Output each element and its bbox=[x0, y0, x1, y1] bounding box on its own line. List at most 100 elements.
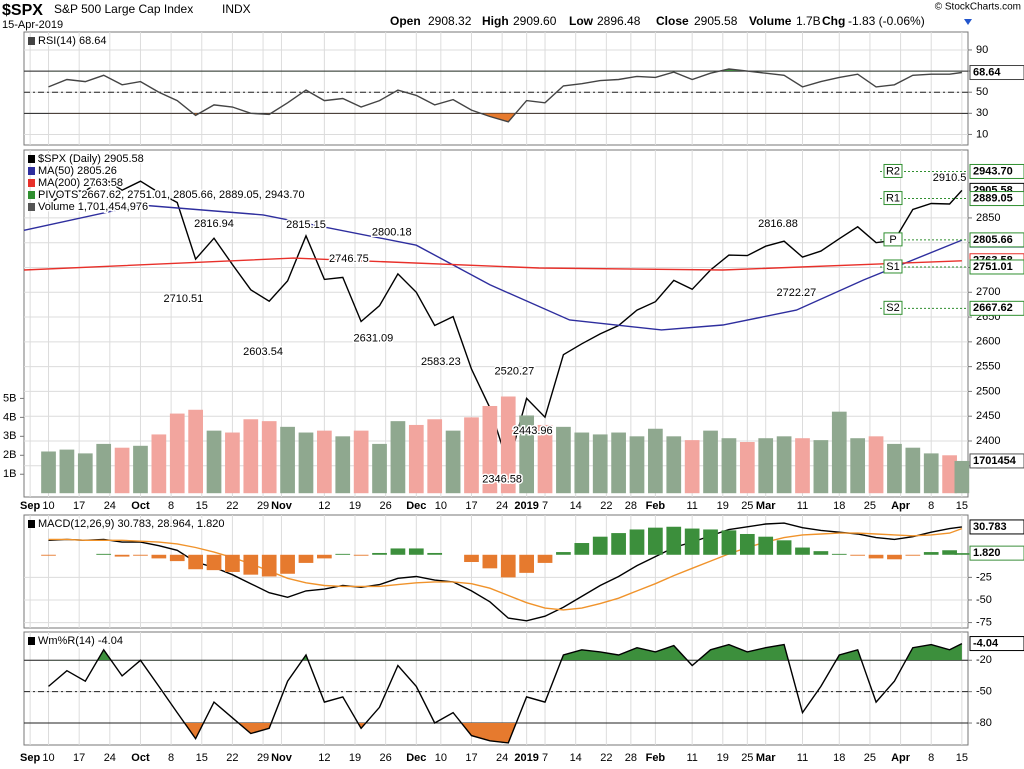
threshold-fill bbox=[48, 643, 962, 661]
pivot-name: S2 bbox=[886, 302, 899, 314]
x-tick-label: 25 bbox=[741, 500, 753, 512]
last-value-box bbox=[969, 259, 1024, 275]
x-tick-label: Dec bbox=[406, 500, 426, 512]
last-value-label: 1.820 bbox=[973, 547, 1001, 559]
volume-bar bbox=[556, 426, 571, 494]
pivot-name: S1 bbox=[886, 261, 899, 273]
histogram-bar bbox=[850, 554, 866, 556]
volume-bar bbox=[353, 430, 369, 494]
x-tick-label: 18 bbox=[833, 752, 845, 764]
last-value-box bbox=[969, 300, 1024, 316]
x-tick-label: 10 bbox=[435, 752, 447, 764]
x-tick-label: 17 bbox=[73, 752, 85, 764]
y-tick-label: 2700 bbox=[976, 286, 1000, 298]
volume-bar bbox=[942, 455, 957, 494]
quote-label: Open bbox=[390, 14, 421, 28]
histogram-bar bbox=[721, 530, 737, 555]
legend-label: RSI(14) 68.64 bbox=[38, 35, 106, 47]
x-tick-label: 11 bbox=[686, 752, 697, 764]
x-tick-label: 15 bbox=[196, 752, 208, 764]
x-tick-label: 25 bbox=[864, 752, 876, 764]
y-tick-label: 2450 bbox=[976, 410, 1000, 422]
last-value-box bbox=[969, 636, 1024, 652]
x-tick-label: 10 bbox=[42, 500, 54, 512]
histogram-bar bbox=[556, 552, 571, 555]
histogram-bar bbox=[519, 554, 535, 573]
histogram-bar bbox=[133, 554, 148, 556]
volume-bar bbox=[390, 421, 406, 494]
x-tick-label: Apr bbox=[891, 500, 911, 512]
last-value-label: 2805.66 bbox=[973, 234, 1013, 246]
quote-label: High bbox=[482, 14, 509, 28]
quote-label: Low bbox=[569, 14, 594, 28]
histogram-bar bbox=[684, 528, 700, 555]
y-tick-label: 2850 bbox=[976, 212, 1000, 224]
histogram-bar bbox=[317, 554, 332, 559]
histogram-bar bbox=[776, 540, 792, 555]
volume-bar bbox=[795, 438, 810, 494]
x-tick-label: 29 bbox=[257, 752, 269, 764]
x-tick-label: 17 bbox=[73, 500, 85, 512]
x-tick-label: 8 bbox=[168, 752, 174, 764]
histogram-bar bbox=[482, 554, 498, 569]
volume-bar bbox=[225, 432, 240, 494]
histogram-bar bbox=[648, 527, 663, 555]
x-tick-label: 26 bbox=[380, 752, 392, 764]
histogram-bar bbox=[335, 553, 351, 555]
volume-bar bbox=[243, 419, 259, 494]
y2-tick-label: 5B bbox=[3, 392, 16, 404]
y-tick-label: -25 bbox=[976, 571, 992, 583]
histogram-bar bbox=[464, 554, 479, 563]
volume-bar bbox=[592, 434, 608, 494]
x-tick-label: Dec bbox=[406, 752, 426, 764]
histogram-bar bbox=[390, 548, 406, 555]
quote-label: Volume bbox=[749, 14, 792, 28]
x-tick-label: 14 bbox=[570, 752, 582, 764]
x-tick-label: 8 bbox=[928, 752, 934, 764]
x-tick-label: 7 bbox=[542, 752, 548, 764]
legend-label: MA(50) 2805.26 bbox=[38, 165, 117, 177]
volume-bar bbox=[666, 436, 682, 494]
volume-bar bbox=[188, 409, 203, 494]
last-value-label: 2943.70 bbox=[973, 165, 1013, 177]
histogram-bar bbox=[151, 554, 167, 559]
y2-tick-label: 4B bbox=[3, 411, 16, 423]
last-value-box bbox=[969, 519, 1024, 535]
volume-bar bbox=[954, 460, 970, 494]
volume-bar bbox=[500, 396, 516, 494]
histogram-bar bbox=[739, 533, 755, 555]
legend-swatch bbox=[28, 203, 35, 211]
volume-bar bbox=[41, 451, 56, 494]
x-tick-label: 19 bbox=[349, 752, 361, 764]
legend-swatch bbox=[28, 167, 35, 175]
y-tick-label: 50 bbox=[976, 86, 988, 98]
histogram-bar bbox=[905, 554, 921, 556]
x-tick-label: 22 bbox=[226, 500, 238, 512]
series-line bbox=[23, 204, 963, 331]
histogram-bar bbox=[298, 554, 314, 563]
legend-swatch bbox=[28, 191, 35, 199]
volume-bar bbox=[629, 436, 645, 494]
x-tick-label: Oct bbox=[131, 752, 150, 764]
volume-bar bbox=[850, 438, 866, 494]
threshold-fill bbox=[48, 723, 962, 743]
histogram-bar bbox=[243, 554, 259, 575]
x-tick-label: 22 bbox=[226, 752, 238, 764]
credit: © StockCharts.com bbox=[935, 2, 1021, 13]
panel-background bbox=[23, 31, 969, 146]
x-tick-label: Mar bbox=[756, 500, 776, 512]
x-tick-label: 25 bbox=[741, 752, 753, 764]
histogram-bar bbox=[206, 554, 222, 571]
volume-bar bbox=[133, 445, 148, 494]
volume-bar bbox=[831, 411, 847, 494]
histogram-bar bbox=[188, 554, 203, 570]
volume-bar bbox=[298, 432, 314, 494]
pivot-tag bbox=[883, 259, 903, 274]
price-annotation: 2746.75 bbox=[329, 253, 369, 265]
pivot-name: P bbox=[889, 234, 896, 246]
volume-bar bbox=[114, 447, 130, 494]
date: 15-Apr-2019 bbox=[2, 19, 63, 31]
histogram-bar bbox=[280, 554, 295, 574]
last-value-box bbox=[969, 232, 1024, 248]
y-tick-label: 90 bbox=[976, 44, 988, 56]
